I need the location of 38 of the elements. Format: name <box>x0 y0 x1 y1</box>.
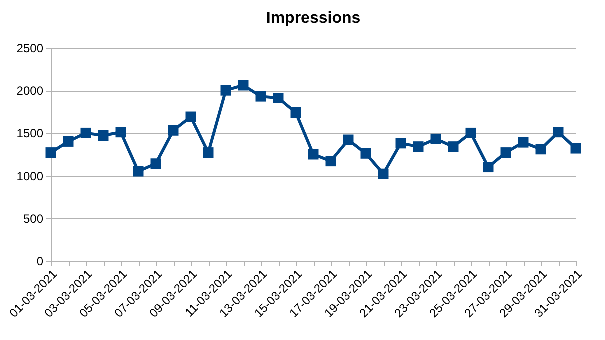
y-tick-label: 1500 <box>16 126 44 141</box>
point <box>203 148 214 158</box>
point <box>378 168 389 180</box>
point <box>308 149 319 160</box>
point <box>168 125 179 136</box>
point <box>133 166 144 177</box>
point <box>116 127 126 138</box>
point <box>553 127 564 138</box>
point <box>80 128 92 138</box>
point <box>483 162 494 173</box>
point <box>360 148 372 159</box>
point <box>570 143 582 154</box>
y-tick-label: 0 <box>36 254 44 268</box>
point <box>500 148 512 158</box>
chart-title: Impressions <box>266 10 361 27</box>
point <box>430 134 442 144</box>
y-tick-label: 500 <box>23 212 44 226</box>
point <box>413 142 424 152</box>
point <box>326 156 336 167</box>
point <box>343 134 354 146</box>
point <box>518 137 529 148</box>
point <box>536 144 546 155</box>
y-tick-label: 1000 <box>16 169 44 184</box>
point <box>46 148 56 158</box>
point <box>273 93 284 104</box>
point <box>238 80 249 91</box>
point <box>448 142 459 152</box>
point <box>98 130 109 141</box>
y-tick-label: 2500 <box>16 42 44 56</box>
point <box>466 128 476 138</box>
point <box>186 112 196 122</box>
point <box>256 91 266 102</box>
point <box>63 136 74 147</box>
point <box>290 108 302 118</box>
y-tick-label: 2000 <box>16 84 44 98</box>
point <box>150 158 162 170</box>
point <box>396 138 406 149</box>
point <box>220 85 232 96</box>
